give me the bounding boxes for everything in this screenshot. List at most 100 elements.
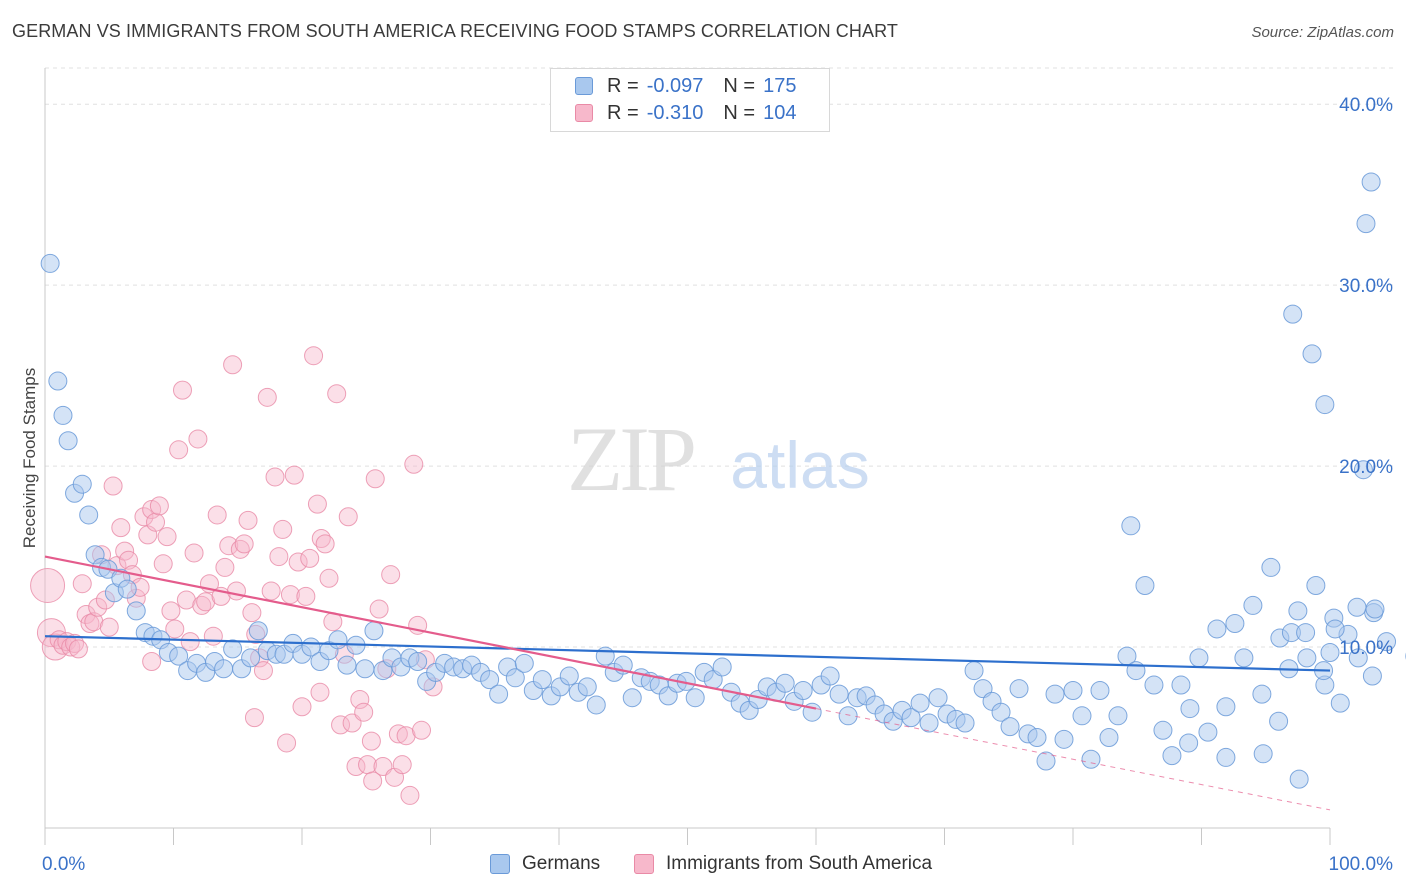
y-tick-label: 20.0% [1339,457,1393,478]
germans-point [1027,728,1047,748]
germans-point [1289,769,1309,789]
germans-point [1365,599,1385,619]
germans-point [928,688,948,708]
chart-title: GERMAN VS IMMIGRANTS FROM SOUTH AMERICA … [12,21,898,41]
immigrants-point [203,626,223,646]
immigrants-point [99,617,119,637]
germans-point [505,668,525,688]
immigrants-point [304,346,324,366]
axes [44,68,1331,845]
immigrants-point [392,755,412,775]
germans-point [1361,172,1381,192]
germans-point [1081,749,1101,769]
immigrants-point [307,494,327,514]
germans-point [1189,648,1209,668]
germans-point [1162,746,1182,766]
germans-point [126,601,146,621]
immigrants-point [134,507,154,527]
germans-point [1320,642,1340,662]
germans-point [1072,706,1092,726]
germans-point [991,702,1011,722]
germans-point [919,713,939,733]
immigrants-point [169,440,189,460]
immigrants-point [153,554,173,574]
germans-point [1121,516,1141,536]
immigrants-point [315,534,335,554]
germans-point [1144,675,1164,695]
germans-point [910,693,930,713]
immigrants-point [319,568,339,588]
immigrants-point [207,505,227,525]
germans-point [829,684,849,704]
legend-r-label: R = [607,74,639,97]
germans-point [1180,699,1200,719]
immigrants-point [65,633,85,653]
immigrants-point [296,586,316,606]
immigrants-point [404,454,424,474]
germans-point [577,677,597,697]
germans-point [901,708,921,728]
germans-point [223,639,243,659]
germans-point [1153,720,1173,740]
correlation-legend: R = -0.097 N = 175 R = -0.310 N = 104 [550,68,830,132]
immigrants-point [188,429,208,449]
x-tick-label: 100.0% [1329,854,1394,875]
immigrants-point [115,541,135,561]
immigrants-point [41,633,69,661]
germans-point [1216,747,1236,767]
immigrants-point [300,548,320,568]
germans-point [1207,619,1227,639]
immigrants-point [265,467,285,487]
germans-point [53,405,73,425]
germans-point [328,630,348,650]
immigrants-point [365,469,385,489]
legend-item-germans: Germans [490,851,600,877]
germans-point [1000,717,1020,737]
germans-point [1356,214,1376,234]
germans-point [838,706,858,726]
y-axis-label: Receiving Food Stamps [20,367,39,549]
germans-point [1288,601,1308,621]
germans-point [1325,619,1345,639]
legend-n-label: N = [723,101,756,124]
germans-point [1315,395,1335,415]
immigrants-point [269,547,289,567]
germans-point [1179,733,1199,753]
immigrants-point [76,604,96,624]
germans-trend-line [44,635,1331,672]
germans-point [1216,697,1236,717]
germans-point [355,659,375,679]
immigrants-point [280,585,300,605]
immigrants-point [142,652,162,672]
immigrants-point [165,619,185,639]
immigrants-point [176,590,196,610]
germans-point [1090,680,1110,700]
germans-point [532,670,552,690]
germans-point [40,253,60,273]
germans-point [1135,576,1155,596]
immigrants-point [354,702,374,722]
immigrants-point [84,612,104,632]
immigrants-point [257,387,277,407]
immigrants-point [350,690,370,710]
germans-point [622,688,642,708]
germans-point [1234,648,1254,668]
germans-point [72,474,92,494]
germans-point [1362,666,1382,686]
immigrants-point [381,565,401,585]
immigrants-point [111,518,131,538]
germans-point [514,653,534,673]
immigrants-trend-extension [815,708,1331,811]
watermark-zip: ZIP [567,408,694,510]
immigrants-point [196,592,216,612]
immigrants-point [192,595,212,615]
immigrants-point [261,581,281,601]
legend-n-label: N = [723,74,756,97]
immigrants-points [30,346,443,805]
germans-point [1225,614,1245,634]
germans-point [1253,744,1273,764]
germans-point [1045,684,1065,704]
germans-point [586,695,606,715]
source-note: Source: ZipAtlas.com [1251,24,1394,41]
